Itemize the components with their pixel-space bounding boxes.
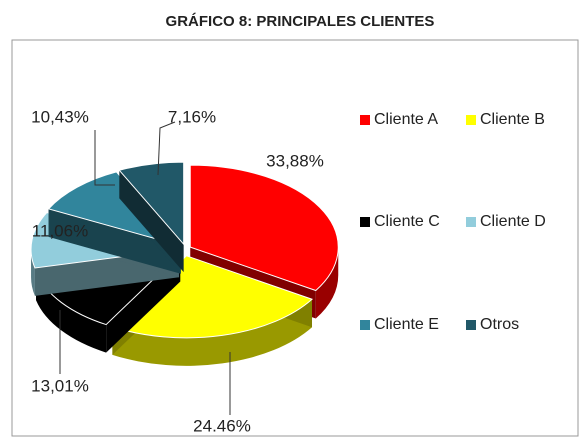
leader-line xyxy=(157,121,176,176)
legend-swatch xyxy=(466,217,476,227)
legend-swatch xyxy=(360,115,370,125)
data-label: 7,16% xyxy=(168,107,216,126)
slice-wall xyxy=(119,170,184,273)
chart-title: GRÁFICO 8: PRINCIPALES CLIENTES xyxy=(166,13,435,30)
slice xyxy=(118,161,185,273)
slice-top xyxy=(111,255,313,339)
data-label: 13,01% xyxy=(31,376,89,395)
legend-label: Cliente E xyxy=(374,316,439,333)
slice xyxy=(111,255,313,366)
data-label: 11,06% xyxy=(32,221,88,240)
slice-side xyxy=(36,272,107,353)
slice-wall xyxy=(48,208,181,274)
leader-line xyxy=(94,130,115,186)
data-label: 10,43% xyxy=(31,107,89,126)
slice-side xyxy=(112,299,313,366)
legend-label: Otros xyxy=(480,316,519,333)
data-label: 33,88% xyxy=(266,151,324,170)
legend-swatch xyxy=(466,320,476,330)
legend-label: Cliente A xyxy=(374,111,438,128)
data-label: 24.46% xyxy=(193,416,251,435)
slice-side xyxy=(31,249,35,296)
slice-side xyxy=(315,247,339,319)
legend-swatch xyxy=(360,320,370,330)
slice-top xyxy=(189,164,339,292)
legend-swatch xyxy=(466,115,476,125)
legend-label: Cliente C xyxy=(374,213,440,230)
legend-swatch xyxy=(360,217,370,227)
legend-label: Cliente D xyxy=(480,213,546,230)
legend-label: Cliente B xyxy=(480,111,545,128)
slice-top xyxy=(118,161,185,246)
